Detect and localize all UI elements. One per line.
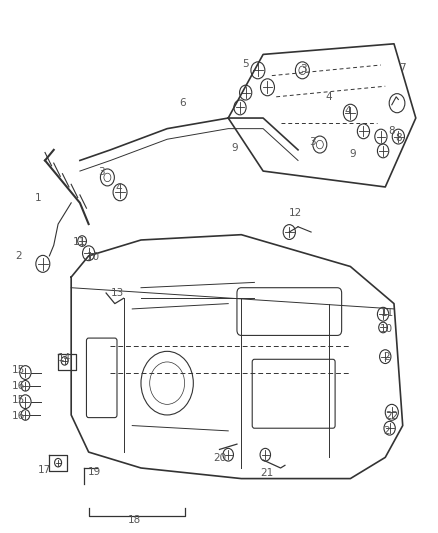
Text: 3: 3: [299, 64, 306, 74]
Text: 15: 15: [11, 395, 25, 405]
Text: 15: 15: [11, 365, 25, 375]
Text: 16: 16: [11, 381, 25, 391]
Text: 4: 4: [115, 183, 121, 193]
Text: 2: 2: [15, 251, 22, 261]
Text: 16: 16: [11, 411, 25, 421]
Text: 3: 3: [98, 167, 105, 177]
Text: 9: 9: [349, 149, 355, 159]
Text: 18: 18: [127, 515, 141, 525]
Text: 2: 2: [382, 352, 389, 361]
Text: 22: 22: [384, 411, 398, 421]
Text: 12: 12: [289, 208, 302, 219]
Text: 8: 8: [388, 126, 394, 136]
Text: 10: 10: [379, 324, 392, 334]
Text: 7: 7: [399, 63, 405, 72]
Text: 20: 20: [212, 454, 226, 463]
Text: 10: 10: [86, 253, 99, 262]
Text: 9: 9: [231, 143, 237, 153]
Text: 21: 21: [259, 469, 272, 478]
Text: 11: 11: [72, 237, 85, 247]
Text: 5: 5: [242, 59, 248, 69]
Text: 6: 6: [179, 98, 185, 108]
Text: 2: 2: [382, 426, 389, 436]
Text: 11: 11: [380, 308, 393, 318]
Text: 4: 4: [343, 106, 350, 116]
Text: 3: 3: [308, 137, 314, 147]
Text: 19: 19: [88, 467, 101, 477]
Text: 4: 4: [325, 92, 331, 102]
Text: 8: 8: [394, 133, 401, 143]
Text: 1: 1: [35, 192, 42, 203]
Text: 17: 17: [37, 465, 51, 474]
Text: 14: 14: [58, 353, 71, 363]
Text: 13: 13: [110, 288, 124, 298]
